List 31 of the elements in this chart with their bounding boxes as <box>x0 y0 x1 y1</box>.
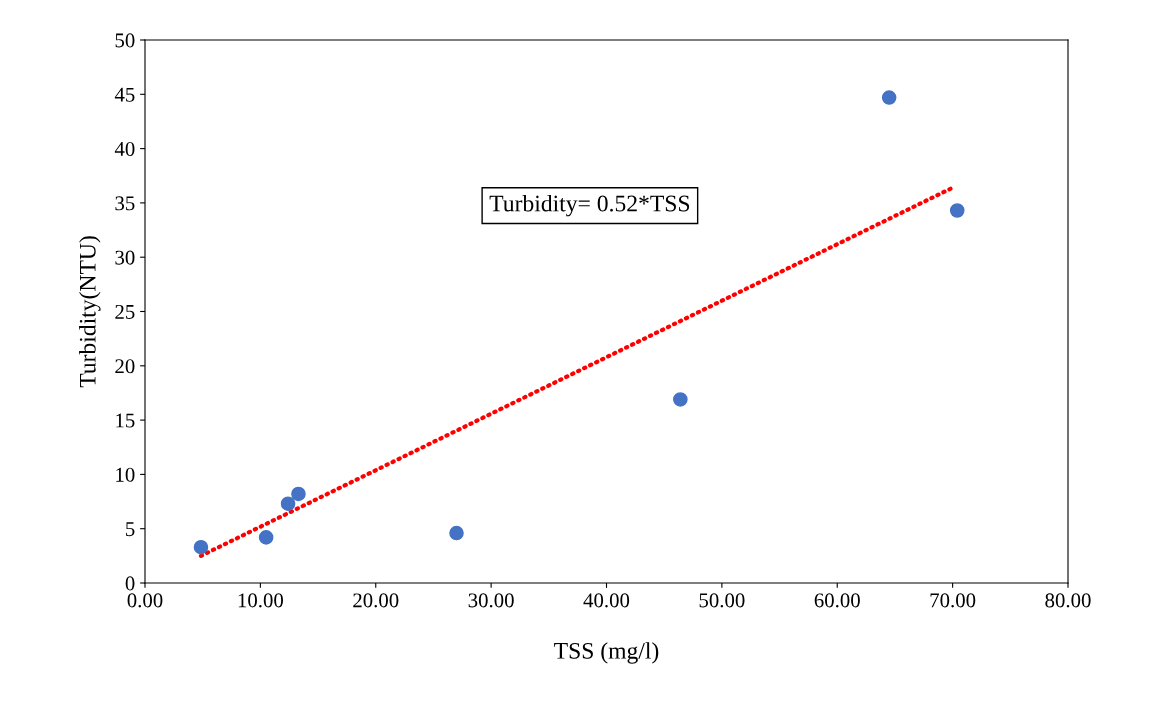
x-tick-label: 20.00 <box>353 593 399 608</box>
point <box>280 496 296 512</box>
y-tick-label: 0 <box>125 576 135 591</box>
x-tick-label: 60.00 <box>814 593 860 608</box>
point <box>673 392 688 407</box>
point <box>258 530 274 545</box>
y-tick-label: 5 <box>126 522 135 537</box>
y-tick-label: 30 <box>115 250 135 265</box>
y-tick-label: 15 <box>116 413 135 428</box>
point <box>291 486 306 502</box>
y-tick-label: 10 <box>116 467 135 482</box>
point <box>449 525 464 541</box>
y-tick-label: 25 <box>115 304 135 319</box>
x-tick-label: 70.00 <box>930 593 976 608</box>
x-tick-label: 50.00 <box>699 593 745 608</box>
y-axis-title: Turbidity(NTU) <box>79 236 101 388</box>
y-tick-label: 35 <box>115 196 135 211</box>
point <box>193 539 209 555</box>
y-tick-label: 40 <box>114 141 135 157</box>
x-axis-title: TSS (mg/l) <box>554 642 659 664</box>
x-tick-label: 40.00 <box>583 593 630 608</box>
y-tick-label: 45 <box>114 87 135 102</box>
x-tick-label: 80.00 <box>1045 593 1091 608</box>
x-tick-label: 30.00 <box>468 593 514 608</box>
x-tick-label: 0.00 <box>127 593 163 608</box>
y-tick-label: 20 <box>115 359 135 374</box>
point <box>949 203 965 218</box>
point <box>881 90 897 105</box>
y-tick-label: 50 <box>115 33 135 48</box>
x-tick-label: 10.00 <box>238 593 284 608</box>
annotation: Turbidity= 0.52*TSS <box>489 194 690 217</box>
